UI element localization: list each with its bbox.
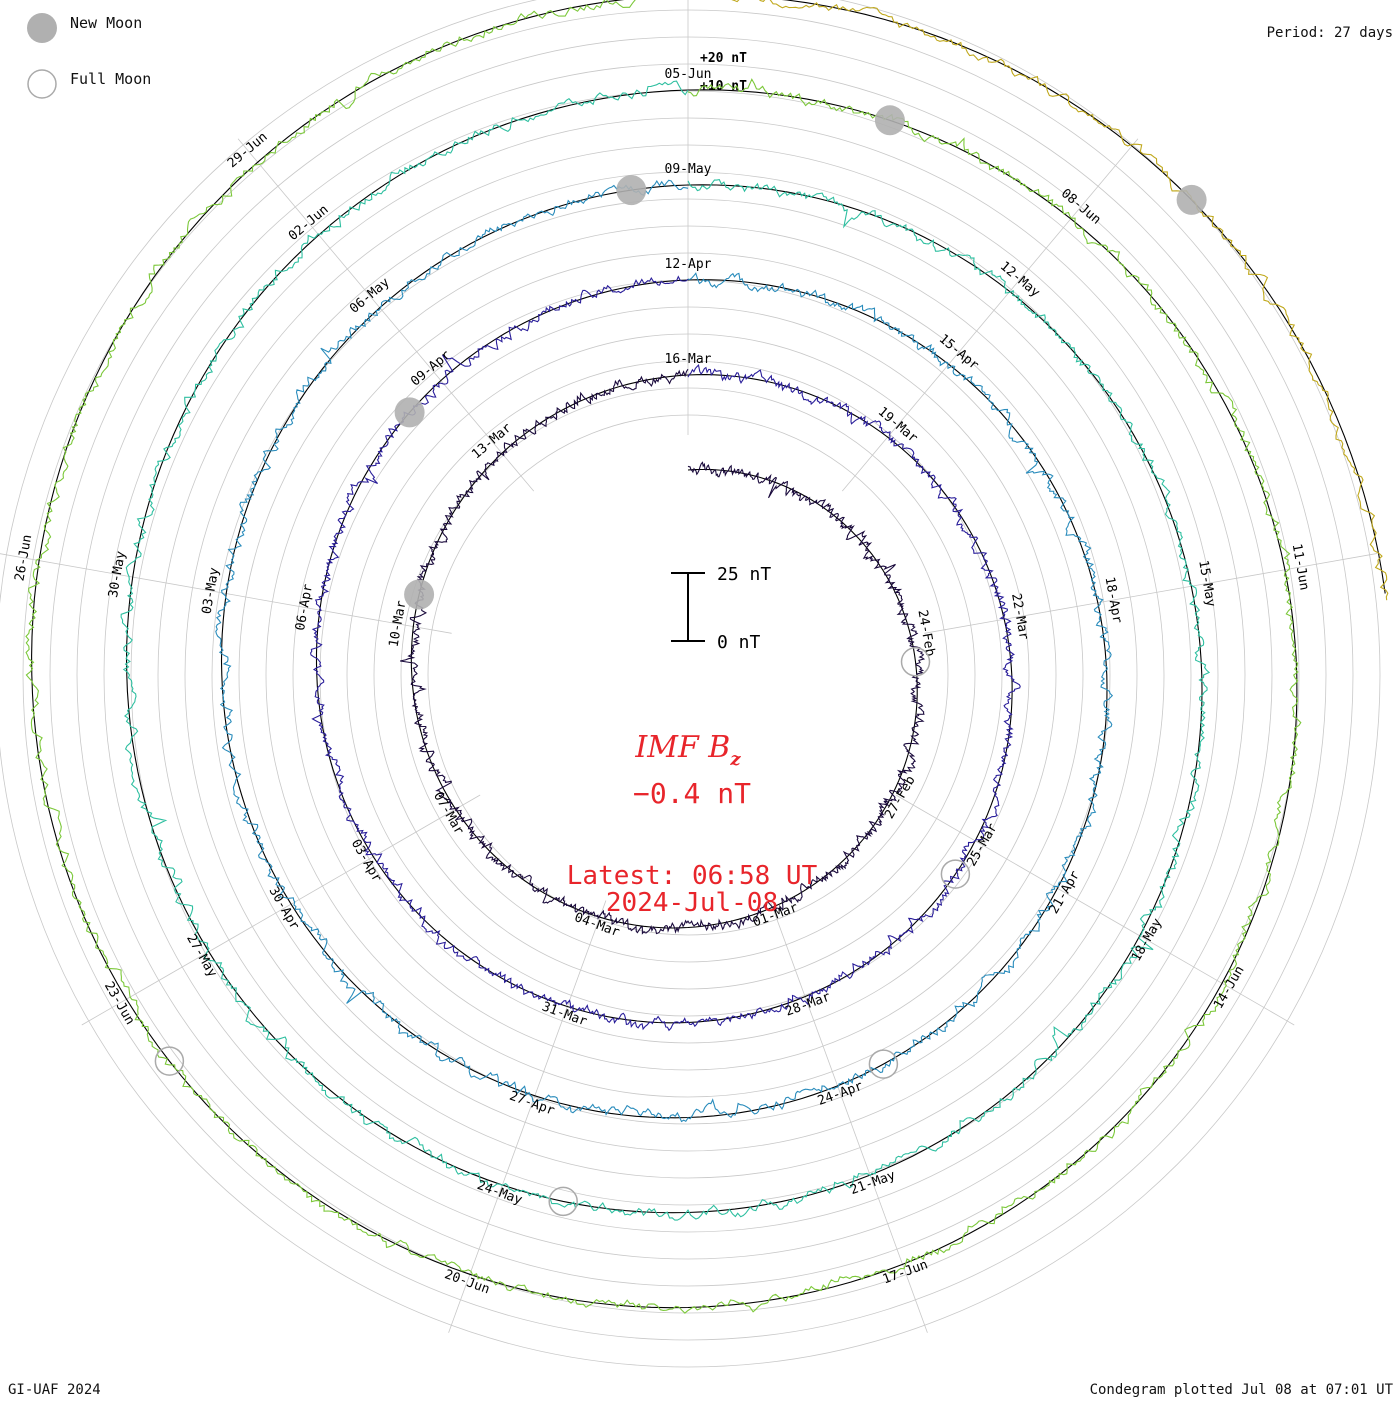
date-label: 19-Mar [875, 404, 921, 446]
date-label: 16-Mar [665, 352, 712, 367]
date-label: 30-Apr [265, 884, 302, 932]
date-label: 31-Mar [540, 999, 589, 1029]
data-traces [25, 0, 1389, 1314]
day-spokes [0, 0, 1378, 1333]
date-label: 06-Apr [293, 583, 316, 632]
date-label: 12-Apr [665, 257, 712, 272]
quantity-name: IMF B [634, 730, 730, 765]
legend: New Moon Full Moon [27, 13, 151, 99]
day-spoke [0, 553, 452, 634]
full-moon-legend-label: Full Moon [70, 70, 151, 88]
plotted-label: Condegram plotted Jul 08 at 07:01 UT [1090, 1382, 1394, 1398]
date-label: 06-May [347, 275, 393, 317]
date-label: 17-Jun [881, 1257, 930, 1287]
new-moon-marker [616, 175, 647, 206]
date-label: 27-May [183, 932, 220, 980]
date-label: 08-Jun [1058, 186, 1104, 228]
day-spoke [81, 794, 481, 1026]
full-moon-marker [900, 647, 931, 677]
credit-label: GI-UAF 2024 [8, 1382, 101, 1398]
day-spoke [841, 138, 1139, 492]
date-label: 05-Jun [665, 67, 712, 82]
day-spoke [924, 553, 1378, 634]
date-label: 03-Apr [348, 837, 385, 885]
full-moon-marker [868, 1049, 899, 1079]
bz-trace-rotation-2 [310, 275, 1021, 1032]
date-label: 13-Mar [469, 420, 515, 462]
new-moon-marker [394, 397, 425, 428]
bz-trace-rotation-3 [215, 179, 1114, 1123]
date-label: 12-May [997, 259, 1043, 301]
scale-bar: 25 nT 0 nT [671, 564, 771, 653]
date-label: 03-May [199, 566, 222, 615]
grid-ring [427, 414, 949, 936]
latest-date: 2024-Jul-08 [606, 888, 778, 918]
date-label: 14-Jun [1211, 963, 1247, 1011]
date-label: 15-May [1195, 559, 1218, 608]
center-title: IMF Bz −0.4 nT Latest: 06:58 UT 2024-Jul… [567, 730, 818, 918]
full-moon-marker [940, 859, 971, 889]
full-moon-marker [154, 1046, 185, 1076]
date-label: 27-Apr [507, 1089, 556, 1119]
day-spoke [895, 794, 1295, 1026]
period-label: Period: 27 days [1267, 25, 1393, 41]
date-label: 25-Mar [964, 821, 1001, 869]
date-label: 09-May [665, 162, 712, 177]
date-label: 10-Mar [387, 599, 410, 648]
new-moon-legend-label: New Moon [70, 14, 142, 32]
date-label: 26-Jun [12, 533, 35, 582]
new-moon-marker [1176, 184, 1207, 215]
quantity-title: IMF Bz [634, 730, 741, 770]
date-labels: 24-Feb27-Feb01-Mar04-Mar07-Mar10-Mar16-M… [12, 67, 1311, 1297]
ring-grid [0, 0, 1381, 1368]
quantity-subscript: z [729, 749, 741, 770]
date-label: 15-Apr [936, 332, 982, 374]
bz-trace-rotation-6 [731, 0, 1389, 601]
date-label: 22-Mar [1008, 592, 1031, 641]
date-label: 23-Jun [101, 979, 137, 1027]
latest-value: −0.4 nT [633, 777, 751, 810]
date-label: 20-Jun [442, 1267, 491, 1297]
day-spoke [237, 138, 535, 492]
moon-markers [154, 105, 1207, 1217]
scale-bar-top-label: 25 nT [717, 564, 771, 585]
date-label: 24-May [475, 1178, 524, 1208]
new-moon-legend-icon [27, 13, 57, 43]
bz-trace-rotation-1 [399, 368, 926, 935]
full-moon-marker [548, 1186, 578, 1217]
new-moon-marker [874, 105, 905, 136]
date-label: 30-May [106, 550, 129, 599]
date-label: 29-Jun [225, 129, 271, 171]
date-label: 18-Apr [1102, 576, 1125, 625]
date-label: 18-May [1129, 916, 1166, 964]
new-moon-marker [404, 579, 435, 610]
date-label: 27-Feb [882, 773, 919, 821]
bz-trace-rotation-4 [120, 80, 1211, 1221]
latest-time: Latest: 06:58 UT [567, 861, 818, 891]
full-moon-legend-icon [27, 69, 57, 99]
bz-trace-rotation-5 [25, 0, 1302, 1314]
day-spoke [769, 900, 928, 1333]
ref-label-20nt: +20 nT [700, 51, 747, 66]
grid-ring [0, 0, 1381, 1368]
day-spoke [448, 900, 607, 1333]
scale-bar-bottom-label: 0 nT [717, 632, 761, 653]
